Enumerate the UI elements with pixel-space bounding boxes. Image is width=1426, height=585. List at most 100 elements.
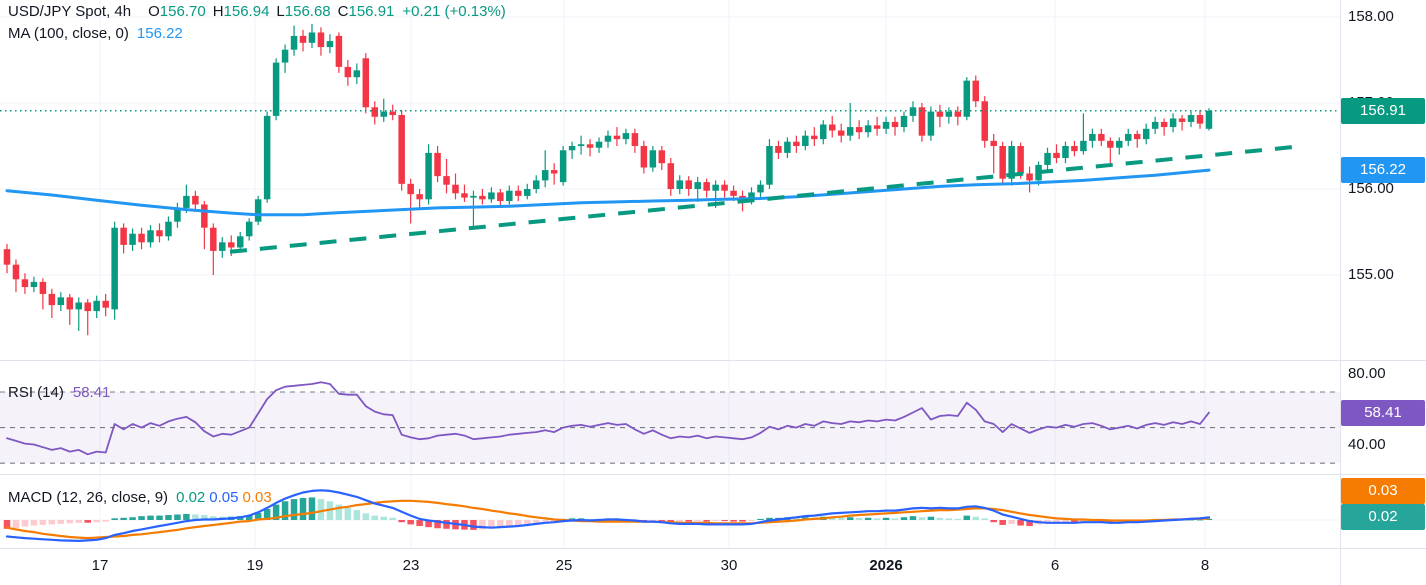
macd-hist-badge: 0.02	[1341, 504, 1425, 530]
macd-histogram-bar	[1062, 520, 1069, 523]
macd-histogram-bar	[739, 520, 746, 522]
candle-body	[335, 35, 343, 67]
candle-body	[649, 150, 657, 168]
time-axis[interactable]	[0, 548, 1426, 585]
macd-histogram-bar	[281, 501, 289, 520]
candle-body	[434, 152, 441, 177]
candle-body	[793, 141, 800, 146]
macd-histogram-bar	[506, 520, 513, 527]
candle-body	[595, 141, 603, 148]
macd-histogram-bar	[748, 520, 755, 522]
candle-body	[559, 150, 567, 183]
macd-histogram-bar	[497, 520, 504, 528]
candle-body	[909, 107, 917, 116]
candle-body	[1116, 140, 1123, 148]
macd-histogram-bar	[757, 518, 764, 520]
candle-body	[48, 293, 56, 306]
candle-body	[873, 125, 881, 129]
macd-histogram-bar	[380, 516, 387, 520]
macd-histogram-bar	[183, 513, 190, 520]
macd-histogram-bar	[846, 517, 854, 520]
candle-body	[1071, 146, 1078, 152]
macd-histogram-bar	[1026, 520, 1033, 527]
macd-histogram-bar	[945, 518, 953, 520]
chart-canvas[interactable]	[0, 0, 1340, 548]
candle-body	[541, 170, 549, 181]
macd-histogram-bar	[972, 516, 980, 520]
candle-body	[165, 221, 172, 237]
macd-histogram-bar	[990, 520, 997, 523]
candle-body	[245, 221, 253, 237]
macd-histogram-bar	[129, 517, 136, 520]
candle-body	[586, 144, 594, 148]
candle-body	[577, 144, 585, 146]
candle-body	[855, 127, 863, 133]
macd-histogram-bar	[93, 520, 100, 523]
candle-body	[864, 125, 872, 133]
rsi-axis-label: 40.00	[1348, 436, 1386, 454]
candle-body	[820, 124, 827, 140]
candle-body	[317, 32, 325, 48]
macd-histogram-bar	[864, 517, 872, 520]
candle-body	[954, 111, 962, 117]
macd-histogram-bar	[828, 517, 836, 520]
macd-histogram-bar	[407, 520, 414, 525]
candle-body	[263, 115, 271, 200]
candle-body	[775, 146, 782, 153]
macd-histogram-bar	[30, 520, 38, 526]
macd-histogram-bar	[3, 520, 11, 529]
candle-body	[201, 204, 208, 228]
candle-body	[1053, 152, 1060, 159]
macd-histogram-bar	[389, 517, 396, 520]
macd-histogram-bar	[416, 520, 423, 527]
candle-body	[1205, 110, 1213, 129]
candle-body	[1151, 121, 1159, 129]
candle-body	[57, 297, 65, 306]
candle-body	[506, 190, 513, 202]
candle-body	[1160, 121, 1168, 128]
candle-body	[111, 227, 118, 310]
macd-signal-badge: 0.03	[1341, 478, 1425, 504]
candle-body	[1080, 140, 1087, 152]
macd-histogram-bar	[694, 520, 701, 522]
macd-histogram-bar	[210, 516, 217, 520]
macd-histogram-bar	[39, 520, 47, 525]
candle-body	[497, 192, 504, 202]
macd-histogram-bar	[891, 518, 899, 520]
candle-body	[757, 184, 764, 193]
candle-body	[936, 111, 944, 117]
macd-histogram-bar	[308, 497, 316, 520]
candle-body	[640, 146, 648, 168]
candle-body	[1125, 133, 1132, 141]
candle-body	[299, 35, 307, 43]
candle-body	[174, 207, 181, 222]
candle-body	[39, 281, 47, 294]
candle-body	[532, 180, 540, 189]
macd-histogram-bar	[1017, 520, 1024, 526]
candle-body	[658, 150, 666, 164]
macd-histogram-bar	[290, 499, 298, 520]
candle-body	[990, 140, 997, 146]
macd-histogram-bar	[12, 520, 20, 529]
candle-body	[1026, 173, 1033, 181]
candle-body	[1178, 118, 1186, 122]
macd-histogram-bar	[1080, 520, 1087, 522]
candle-body	[685, 180, 692, 189]
macd-histogram-bar	[667, 520, 675, 523]
macd-histogram-bar	[201, 515, 208, 520]
candle-body	[290, 35, 298, 50]
candle-body	[1196, 115, 1204, 124]
time-tick-label: 17	[91, 557, 109, 574]
candle-body	[918, 107, 926, 136]
macd-histogram-bar	[398, 520, 405, 523]
macd-histogram-bar	[1008, 520, 1015, 524]
candle-body	[703, 182, 710, 191]
candle-body	[1133, 133, 1141, 140]
candle-body	[425, 152, 432, 200]
macd-histogram-bar	[927, 516, 935, 520]
candle-body	[138, 233, 145, 243]
macd-histogram-bar	[479, 520, 486, 530]
macd-histogram-bar	[1071, 520, 1078, 523]
candle-body	[272, 62, 280, 116]
